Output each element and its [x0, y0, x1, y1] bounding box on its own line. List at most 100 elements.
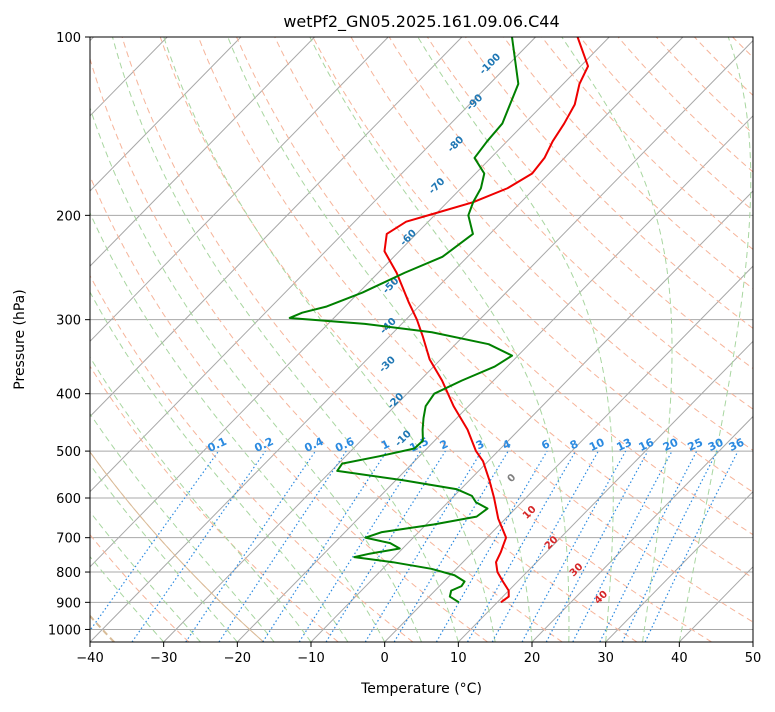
- dry-adiabat-line: [655, 37, 753, 135]
- moist-adiabat-line: [227, 37, 533, 642]
- mixing-ratio-line: [185, 450, 316, 642]
- dry-adiabat-label: -70: [427, 176, 448, 197]
- moist-adiabat-line: [90, 463, 238, 642]
- dry-adiabat-label: -60: [398, 228, 419, 249]
- moist-adiabat-line: [90, 211, 386, 642]
- isotherm-line: [90, 37, 536, 493]
- dry-adiabat-line: [90, 451, 264, 642]
- isotherm-line: [90, 37, 389, 343]
- mixing-ratio-label: 13: [615, 436, 634, 454]
- dry-adiabat-line: [236, 37, 753, 579]
- isotherm-line: [236, 115, 753, 642]
- moist-adiabat-line: [678, 37, 752, 642]
- mixing-ratio-label: 0.1: [206, 435, 229, 455]
- dry-adiabat-line: [90, 175, 488, 642]
- y-axis-ticks: 100 200 300 400 500 600 700 800 900 1000: [48, 31, 90, 638]
- dry-adiabat-line: [90, 365, 339, 642]
- x-tick-label: 20: [524, 651, 541, 666]
- isotherm-line: [90, 37, 610, 568]
- moist-adiabat-line: [90, 291, 349, 642]
- x-tick-label: 0: [381, 651, 389, 666]
- isobar-gridlines: [90, 37, 753, 630]
- dry-adiabat-line: [274, 37, 753, 536]
- dry-adiabat-line: [312, 37, 753, 493]
- mixing-ratio-line: [521, 450, 627, 642]
- y-tick-label: 900: [56, 596, 81, 611]
- mixing-ratio-line: [298, 450, 422, 642]
- dry-adiabat-label: 20: [543, 534, 561, 552]
- chart-title: wetPf2_GN05.2025.161.09.06.C44: [283, 12, 559, 32]
- isotherm-line: [752, 641, 753, 642]
- x-tick-label: −10: [297, 651, 324, 666]
- isotherm-lines: [90, 37, 753, 642]
- dry-adiabat-line: [426, 37, 753, 370]
- moist-adiabat-line: [90, 412, 275, 642]
- x-axis-ticks: −40 −30 −20 −10 0 10 20 30 40 50: [76, 642, 761, 666]
- y-tick-label: 600: [56, 492, 81, 507]
- isotherm-line: [310, 190, 753, 642]
- y-tick-label: 200: [56, 209, 81, 224]
- dry-adiabat-label: 40: [593, 589, 611, 607]
- y-tick-label: 300: [56, 314, 81, 329]
- x-tick-label: 10: [450, 651, 467, 666]
- x-tick-label: 50: [745, 651, 762, 666]
- moist-adiabat-lines: [90, 37, 752, 642]
- mixing-ratio-line: [393, 450, 509, 642]
- mixing-ratio-line: [491, 450, 599, 642]
- mixing-ratio-lines: [90, 450, 739, 642]
- mixing-ratio-label: 6: [539, 437, 552, 452]
- mixing-ratio-line: [325, 450, 446, 642]
- mixing-ratio-label: 20: [661, 436, 681, 454]
- dry-adiabat-line: [159, 37, 712, 642]
- y-tick-label: 500: [56, 445, 81, 460]
- isotherm-line: [90, 37, 315, 267]
- mixing-ratio-line: [621, 450, 718, 642]
- mixing-ratio-label: 0.6: [333, 435, 356, 455]
- mixing-ratio-label: 36: [727, 436, 747, 454]
- dry-adiabat-line: [771, 37, 775, 642]
- mixing-ratio-label: 2: [438, 437, 450, 452]
- plot-area: -100-90-80-70-60-50-40-30-20-10010203040…: [90, 37, 775, 642]
- y-tick-label: 100: [56, 31, 81, 46]
- mixing-ratio-label: 0.2: [252, 435, 275, 455]
- dry-adiabat-label: -80: [446, 134, 467, 155]
- dry-adiabat-line: [579, 37, 753, 212]
- mixing-ratio-line: [90, 450, 220, 632]
- dry-adiabat-label: 0: [506, 472, 519, 485]
- moist-adiabat-line: [163, 37, 496, 642]
- dewpoint-profile-line: [288, 37, 520, 604]
- dry-adiabat-line: [121, 37, 638, 642]
- mixing-ratio-line: [131, 450, 266, 642]
- mixing-ratio-line: [545, 450, 649, 642]
- y-tick-label: 800: [56, 566, 81, 581]
- moist-adiabat-line: [417, 37, 614, 642]
- moist-adiabat-line: [90, 356, 312, 642]
- mixing-ratio-line: [599, 450, 698, 642]
- dry-adiabat-line: [503, 37, 753, 290]
- moist-adiabat-line: [112, 37, 459, 642]
- mixing-ratio-line: [218, 450, 347, 642]
- mixing-ratio-line: [364, 450, 483, 642]
- moist-adiabat-line: [90, 511, 201, 642]
- mixing-ratio-label: 0.4: [302, 435, 325, 455]
- moist-adiabat-line: [561, 37, 673, 642]
- moist-adiabat-line: [309, 37, 570, 642]
- dry-adiabat-line: [694, 37, 753, 97]
- y-tick-label: 400: [56, 388, 81, 403]
- y-tick-label: 700: [56, 532, 81, 547]
- isotherm-line: [457, 340, 753, 642]
- x-tick-label: −40: [76, 651, 103, 666]
- mixing-ratio-label: 25: [686, 436, 705, 454]
- mixing-ratio-label: 16: [637, 436, 657, 454]
- y-tick-label: 1000: [48, 623, 81, 638]
- isotherm-line: [678, 566, 753, 642]
- moist-adiabat-line: [90, 106, 422, 642]
- dry-adiabat-line: [197, 37, 753, 623]
- isotherm-line: [384, 265, 753, 642]
- dry-adiabat-line: [732, 37, 753, 58]
- isotherm-line: [163, 39, 753, 642]
- y-axis-label: Pressure (hPa): [12, 289, 28, 389]
- isotherm-line: [605, 490, 753, 642]
- reference-curve-line: [90, 451, 264, 642]
